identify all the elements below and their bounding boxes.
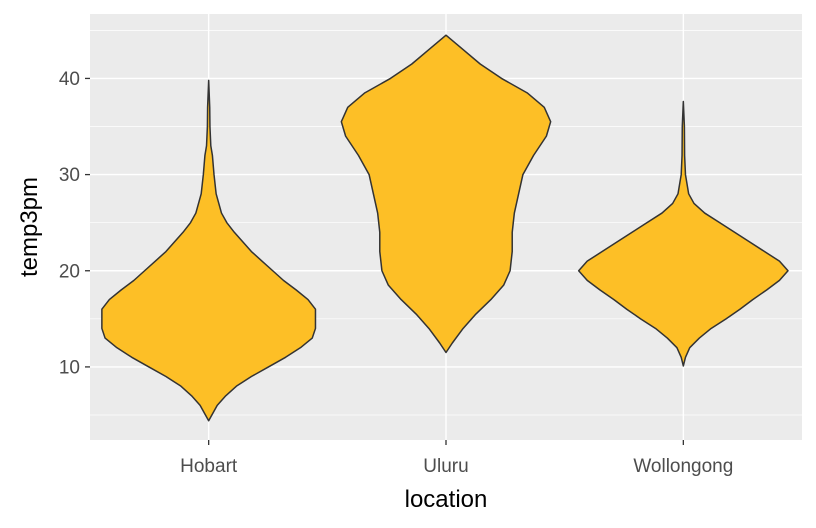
x-tick-label: Wollongong [633,456,733,477]
y-axis-title: temp3pm [16,177,43,277]
violin-uluru [340,34,552,354]
violin-hobart [101,79,317,422]
y-axis: 10 20 30 40 [59,69,90,378]
y-tick-label: 30 [59,165,80,186]
y-tick-label: 20 [59,261,80,282]
y-tick-label: 10 [59,357,80,378]
violin-layer [101,34,789,422]
x-tick-label: Hobart [180,456,238,477]
x-axis: Hobart Uluru Wollongong [180,440,733,477]
x-tick-label: Uluru [423,456,468,477]
violin-wollongong [577,100,789,367]
y-tick-label: 40 [59,69,80,90]
x-axis-title: location [405,486,488,513]
